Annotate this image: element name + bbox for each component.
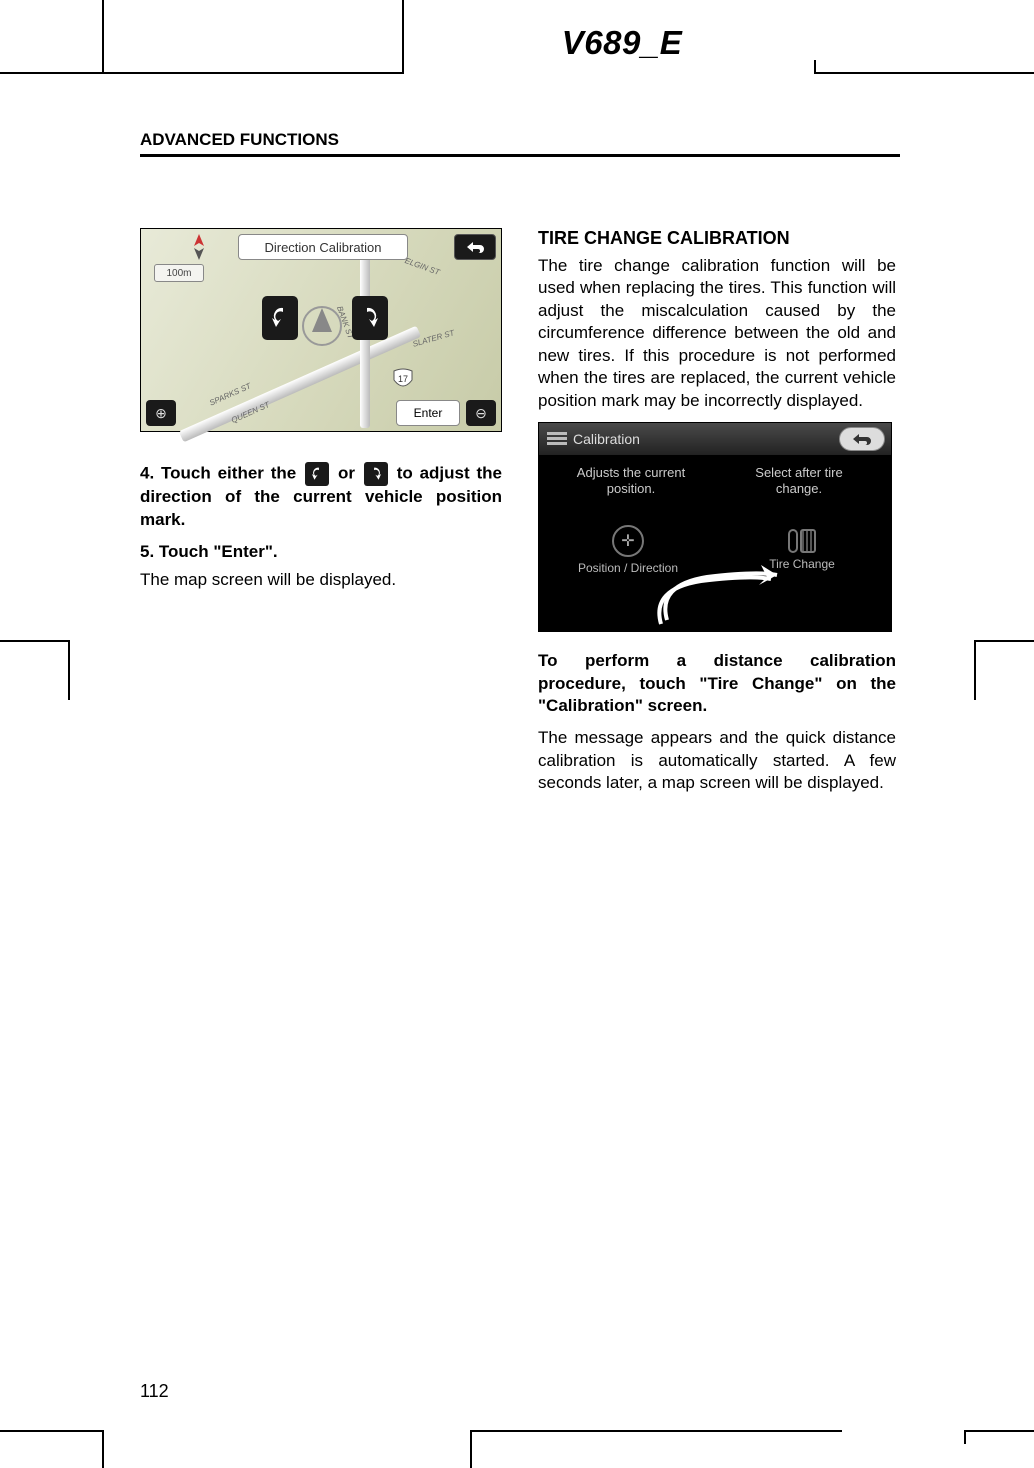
tire-icon: [788, 529, 816, 553]
crop-mark: [68, 640, 70, 700]
step4-pre: 4. Touch either the: [140, 463, 303, 482]
crop-mark: [974, 640, 976, 700]
caption-line: change.: [719, 481, 879, 497]
calibration-screenshot: Calibration Adjusts the current position…: [538, 422, 892, 632]
crop-mark: [964, 1430, 1034, 1432]
rotate-cw-chip: [364, 462, 388, 486]
crop-mark: [102, 0, 104, 74]
right-column: TIRE CHANGE CALIBRATION The tire change …: [538, 228, 896, 795]
rotate-ccw-chip: [305, 462, 329, 486]
doc-id: V689_E: [432, 24, 812, 62]
rotate-cw-icon: [359, 304, 381, 332]
option-left-caption: Adjusts the current position.: [551, 465, 711, 498]
left-column: SPARKS ST QUEEN ST ELGIN ST SLATER ST BA…: [140, 228, 502, 590]
target-icon: ✛: [612, 525, 644, 557]
rotate-ccw-icon: [310, 465, 324, 483]
direction-calibration-screenshot: SPARKS ST QUEEN ST ELGIN ST SLATER ST BA…: [140, 228, 502, 432]
caption-line: Adjusts the current: [551, 465, 711, 481]
crop-mark: [974, 640, 1034, 642]
list-icon: [547, 432, 567, 446]
back-button[interactable]: [839, 427, 885, 451]
zoom-out-button[interactable]: ⊖: [466, 400, 496, 426]
highway-number: 17: [398, 374, 408, 384]
back-icon: [850, 432, 874, 446]
step-5-text: 5. Touch "Enter".: [140, 542, 502, 562]
rotate-cw-button[interactable]: [352, 296, 388, 340]
rotate-cw-icon: [369, 465, 383, 483]
screenshot2-title: Calibration: [573, 431, 640, 447]
crop-mark: [0, 1430, 102, 1432]
crop-mark: [472, 1430, 842, 1432]
caption-line: position.: [551, 481, 711, 497]
crop-mark: [402, 0, 404, 74]
pointing-arrow-icon: [647, 565, 797, 625]
crop-mark: [102, 72, 402, 74]
crop-mark: [964, 1430, 966, 1444]
rotate-ccw-button[interactable]: [262, 296, 298, 340]
rotate-ccw-icon: [269, 304, 291, 332]
crop-mark: [470, 1430, 472, 1468]
crop-mark: [102, 1430, 104, 1468]
vehicle-marker-icon: [312, 308, 332, 332]
crop-mark: [814, 72, 1034, 74]
plus-icon: ⊕: [155, 405, 167, 422]
step4-mid: or: [338, 463, 362, 482]
section-title: ADVANCED FUNCTIONS: [140, 130, 339, 150]
zoom-in-button[interactable]: ⊕: [146, 400, 176, 426]
caption-line: Select after tire: [719, 465, 879, 481]
tire-paragraph-2: The message appears and the quick distan…: [538, 727, 896, 794]
scale-button[interactable]: 100m: [154, 264, 204, 282]
crop-mark: [0, 72, 102, 74]
north-icon: [184, 232, 214, 262]
tire-paragraph-1: The tire change calibration function wil…: [538, 255, 896, 412]
crop-mark: [0, 640, 70, 642]
page-number: 112: [140, 1381, 169, 1402]
back-icon: [464, 240, 486, 254]
step-5-result: The map screen will be displayed.: [140, 570, 502, 590]
minus-icon: ⊖: [475, 405, 487, 422]
option-right-caption: Select after tire change.: [719, 465, 879, 498]
tire-bold-instruction: To perform a distance calibration proced…: [538, 650, 896, 717]
back-button[interactable]: [454, 234, 496, 260]
screenshot-title: Direction Calibration: [238, 234, 408, 260]
enter-button[interactable]: Enter: [396, 400, 460, 426]
step-4-text: 4. Touch either the or to adjust the dir…: [140, 462, 502, 532]
tire-heading: TIRE CHANGE CALIBRATION: [538, 228, 896, 249]
section-rule: [140, 154, 900, 157]
highway-shield-icon: 17: [392, 368, 414, 390]
